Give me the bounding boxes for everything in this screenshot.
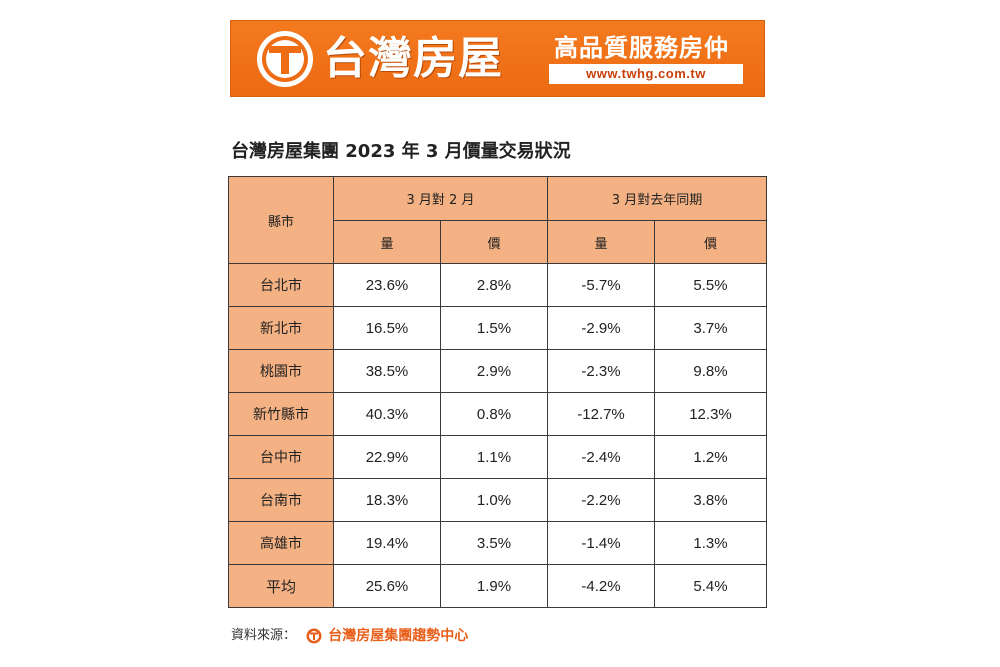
header-yoy-price: 價: [654, 220, 767, 264]
cell-mom-volume: 38.5%: [333, 349, 441, 393]
twhg-small-logo-icon: [306, 628, 322, 644]
table-row: 台北市 23.6% 2.8% -5.7% 5.5%: [228, 263, 767, 307]
table-row: 新北市 16.5% 1.5% -2.9% 3.7%: [228, 306, 767, 350]
cell-mom-volume: 22.9%: [333, 435, 441, 479]
cell-yoy-volume: -5.7%: [547, 263, 655, 307]
cell-mom-price: 1.5%: [440, 306, 548, 350]
cell-yoy-price: 9.8%: [654, 349, 767, 393]
row-region: 平均: [228, 564, 334, 608]
header-region: 縣市: [228, 176, 334, 264]
cell-yoy-volume: -2.9%: [547, 306, 655, 350]
cell-mom-volume: 25.6%: [333, 564, 441, 608]
page-title: 台灣房屋集團 2023 年 3 月價量交易狀況: [231, 141, 571, 162]
cell-yoy-volume: -1.4%: [547, 521, 655, 565]
source-label: 資料來源：: [231, 628, 297, 643]
table-row: 台南市 18.3% 1.0% -2.2% 3.8%: [228, 478, 767, 522]
brand-name: 台灣房屋: [323, 33, 503, 84]
source-name: 台灣房屋集團趨勢中心: [328, 628, 469, 644]
cell-yoy-volume: -2.3%: [547, 349, 655, 393]
cell-mom-price: 1.0%: [440, 478, 548, 522]
row-region: 高雄市: [228, 521, 334, 565]
header-group-mom: 3 月對 2 月: [333, 176, 548, 221]
brand-slogan: 高品質服務房仲: [554, 34, 729, 62]
cell-yoy-volume: -2.2%: [547, 478, 655, 522]
header-mom-volume: 量: [333, 220, 441, 264]
cell-yoy-price: 1.2%: [654, 435, 767, 479]
cell-yoy-volume: -2.4%: [547, 435, 655, 479]
brand-banner: 台灣房屋 高品質服務房仲 www.twhg.com.tw: [230, 20, 765, 97]
cell-mom-volume: 16.5%: [333, 306, 441, 350]
cell-mom-price: 1.1%: [440, 435, 548, 479]
cell-mom-volume: 19.4%: [333, 521, 441, 565]
cell-yoy-price: 12.3%: [654, 392, 767, 436]
cell-yoy-price: 3.8%: [654, 478, 767, 522]
cell-mom-price: 1.9%: [440, 564, 548, 608]
source-note: 資料來源： 台灣房屋集團趨勢中心: [231, 626, 468, 646]
cell-yoy-price: 5.5%: [654, 263, 767, 307]
row-region: 台南市: [228, 478, 334, 522]
table-row: 新竹縣市 40.3% 0.8% -12.7% 12.3%: [228, 392, 767, 436]
cell-mom-volume: 18.3%: [333, 478, 441, 522]
table-row: 高雄市 19.4% 3.5% -1.4% 1.3%: [228, 521, 767, 565]
cell-mom-price: 2.9%: [440, 349, 548, 393]
row-region: 台北市: [228, 263, 334, 307]
cell-mom-price: 0.8%: [440, 392, 548, 436]
cell-mom-price: 2.8%: [440, 263, 548, 307]
cell-yoy-volume: -4.2%: [547, 564, 655, 608]
cell-yoy-price: 1.3%: [654, 521, 767, 565]
brand-url: www.twhg.com.tw: [549, 64, 743, 84]
twhg-logo-icon: [257, 31, 313, 87]
cell-yoy-volume: -12.7%: [547, 392, 655, 436]
header-mom-price: 價: [440, 220, 548, 264]
cell-mom-volume: 23.6%: [333, 263, 441, 307]
header-group-yoy: 3 月對去年同期: [547, 176, 767, 221]
cell-yoy-price: 5.4%: [654, 564, 767, 608]
table-row: 桃園市 38.5% 2.9% -2.3% 9.8%: [228, 349, 767, 393]
price-volume-table: 縣市 3 月對 2 月 3 月對去年同期 量 價 量 價 台北市 23.6% 2.8…: [228, 176, 767, 608]
cell-mom-price: 3.5%: [440, 521, 548, 565]
cell-mom-volume: 40.3%: [333, 392, 441, 436]
row-region: 台中市: [228, 435, 334, 479]
row-region: 新北市: [228, 306, 334, 350]
header-yoy-volume: 量: [547, 220, 655, 264]
table-row: 台中市 22.9% 1.1% -2.4% 1.2%: [228, 435, 767, 479]
row-region: 桃園市: [228, 349, 334, 393]
table-row: 平均 25.6% 1.9% -4.2% 5.4%: [228, 564, 767, 608]
cell-yoy-price: 3.7%: [654, 306, 767, 350]
row-region: 新竹縣市: [228, 392, 334, 436]
